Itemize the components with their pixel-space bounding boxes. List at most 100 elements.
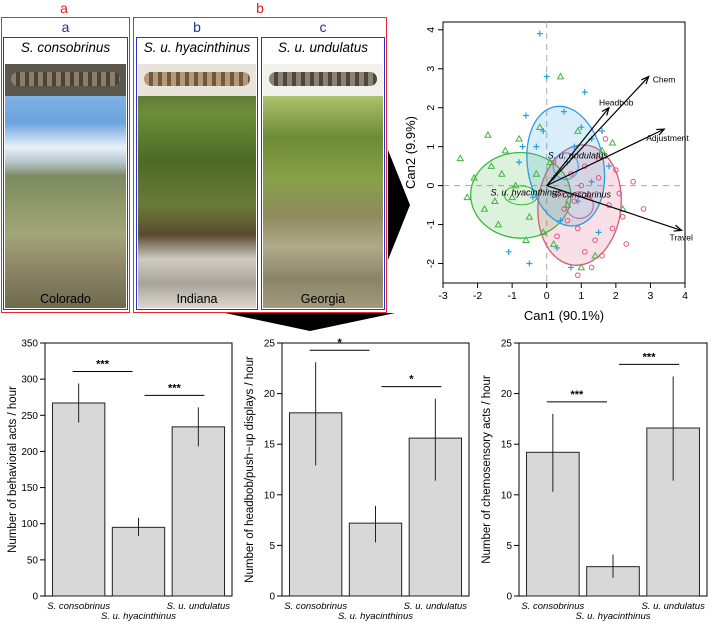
y-tick-label: 15: [501, 440, 513, 451]
significance-stars: ***: [96, 358, 110, 370]
data-point: [557, 217, 564, 224]
data-point: [573, 127, 582, 134]
data-point: [640, 206, 647, 212]
category-label: S. u. undulatus: [167, 601, 231, 612]
species-title-hyacinthinus: S. u. hyacinthinus: [138, 40, 256, 55]
bar-behavioral-2: [171, 426, 226, 597]
bar-chart-chemosensory-acts: 0 5 10 15 20 25 Number of chemosensory acts / …: [481, 339, 708, 622]
data-point: [571, 143, 578, 150]
vector-arrowhead: [641, 75, 650, 85]
data-point: [561, 108, 567, 115]
x-tick-label: 3: [648, 290, 654, 302]
data-point: [619, 213, 626, 220]
data-point: [511, 181, 520, 189]
category-label: S. u. undulatus: [641, 601, 705, 612]
data-point: [564, 217, 571, 224]
data-point: [525, 212, 534, 220]
data-point: [563, 201, 572, 208]
y-tick-label: 250: [21, 411, 38, 422]
group-label: S. u. undulatus: [548, 150, 609, 160]
loading-vector: [546, 128, 665, 187]
data-point: [598, 146, 606, 154]
x-tick-label: 2: [613, 290, 619, 302]
data-point: [529, 194, 536, 201]
data-point: [567, 264, 574, 271]
y-tick-label: 10: [264, 490, 276, 501]
category-label: S. u. hyacinthinus: [576, 611, 651, 622]
data-point: [588, 264, 595, 271]
y-tick-label: 20: [501, 389, 513, 400]
data-point: [490, 197, 499, 204]
vector-label: Adjustment: [646, 133, 689, 143]
data-point: [497, 169, 506, 177]
data-point: [546, 158, 555, 166]
significance-stars: *: [337, 337, 342, 349]
data-point: [588, 178, 595, 185]
data-point: [599, 128, 606, 135]
y-axis-label: Number of headbob/push−up displays / hou…: [244, 356, 256, 583]
data-point: [581, 89, 588, 96]
column-b-frame: [136, 37, 258, 310]
significance-stars: ***: [643, 351, 657, 363]
data-point: [519, 143, 526, 150]
y-tick-label: 20: [264, 389, 276, 400]
group-label-b: b: [256, 0, 264, 16]
data-point: [592, 237, 598, 243]
data-point: [575, 225, 581, 232]
x-tick-label: -3: [438, 290, 447, 302]
y-axis-label: Number of chemosensory acts / hour: [481, 375, 493, 564]
data-point: [480, 204, 489, 212]
group-a-frame: [1, 17, 130, 313]
data-point: [522, 112, 529, 119]
x-tick-label: 0: [544, 290, 550, 302]
category-label: S. u. undulatus: [404, 601, 468, 612]
x-tick-label: 4: [682, 290, 688, 302]
y-tick-label: 25: [264, 339, 276, 350]
loading-vector: [546, 107, 610, 186]
vector-arrowhead: [673, 224, 684, 232]
x-tick-label: 1: [578, 290, 584, 302]
data-point: [605, 163, 612, 170]
y-tick-label: 0: [269, 592, 275, 603]
data-point: [470, 173, 478, 181]
data-point: [595, 175, 602, 181]
vector-label: Chem: [653, 75, 676, 85]
lizard-specimen-image: [138, 64, 256, 96]
group-b-frame: [133, 17, 387, 313]
data-point: [535, 123, 544, 130]
data-point: [561, 206, 567, 212]
photo-colorado: Colorado: [5, 64, 126, 308]
column-letter-a: a: [61, 19, 70, 35]
y-tick-label: 3: [425, 66, 437, 72]
location-label: Indiana: [176, 292, 218, 306]
data-point: [494, 220, 503, 228]
y-tick-label: 300: [21, 375, 38, 386]
species-title-consobrinus: S. consobrinus: [6, 40, 125, 55]
bar-behavioral-1: [111, 526, 166, 597]
data-point: [581, 249, 588, 255]
category-label: S. u. hyacinthinus: [101, 611, 176, 622]
lizard-specimen-image: [5, 64, 126, 96]
photo-indiana: Indiana: [138, 64, 256, 308]
y-tick-label: 10: [501, 490, 513, 501]
category-label: S. u. hyacinthinus: [338, 611, 413, 622]
bar-chart-headbob-displays: 0 5 10 15 20 25 Number of headbob/push−up disp…: [244, 337, 470, 622]
y-tick-label: 0: [425, 183, 437, 189]
vector-label: Travel: [670, 232, 693, 242]
y-tick-label: 100: [21, 519, 38, 530]
column-letter-c: c: [319, 19, 327, 35]
data-point: [516, 159, 523, 166]
location-label: Georgia: [300, 292, 346, 306]
bar-chart-behavioral-acts: 0 50 100 150 200 250 300 350 Number of behaviora…: [7, 339, 233, 622]
loading-vector: [546, 185, 682, 231]
y-tick-label: -1: [425, 220, 437, 229]
data-point: [616, 190, 623, 197]
data-point: [526, 260, 533, 267]
significance-stars: ***: [168, 382, 182, 394]
species-title-undulatus: S. u. undulatus: [263, 40, 383, 55]
x-tick-label: -2: [473, 290, 482, 302]
data-point: [591, 251, 599, 259]
vector-arrowhead: [601, 106, 610, 116]
cda-biplot: -3 -2 -1 0 1 2 3 4 -2 -1 0 1 2 3 4 Can1 (90.1%) Can2 (9.…: [403, 21, 693, 323]
category-label: S. consobrinus: [284, 601, 347, 612]
